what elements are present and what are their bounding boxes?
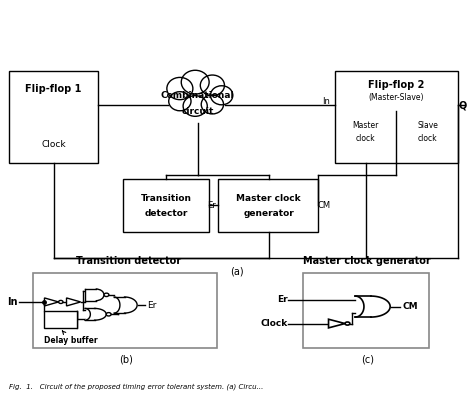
Circle shape	[59, 301, 63, 303]
Circle shape	[104, 293, 109, 297]
Circle shape	[345, 322, 350, 325]
Circle shape	[106, 312, 111, 316]
Text: In: In	[322, 97, 330, 106]
Text: clock: clock	[418, 134, 438, 143]
Bar	[123, 179, 209, 232]
Bar	[219, 179, 319, 232]
Bar	[44, 311, 77, 328]
Text: (a): (a)	[230, 267, 244, 277]
Polygon shape	[66, 298, 81, 306]
Polygon shape	[328, 319, 345, 328]
Text: Fig.  1.   Circuit of the proposed timing error tolerant system. (a) Circu...: Fig. 1. Circuit of the proposed timing e…	[9, 384, 264, 390]
Text: Master: Master	[353, 121, 379, 129]
Text: (Master-Slave): (Master-Slave)	[369, 93, 424, 102]
Bar	[85, 289, 96, 301]
Polygon shape	[355, 296, 390, 317]
Text: detector: detector	[145, 209, 188, 218]
Text: Transition: Transition	[141, 194, 192, 203]
Circle shape	[201, 75, 225, 96]
Circle shape	[201, 95, 224, 114]
Bar	[9, 71, 98, 163]
Text: generator: generator	[243, 209, 294, 218]
Text: CM: CM	[402, 302, 418, 311]
Bar	[335, 71, 457, 163]
Polygon shape	[114, 297, 137, 313]
Text: Clock: Clock	[260, 319, 287, 328]
Circle shape	[167, 77, 193, 100]
Text: Slave: Slave	[417, 121, 438, 129]
Text: (b): (b)	[119, 355, 133, 365]
Text: Combinational: Combinational	[161, 91, 234, 100]
Text: Er: Er	[277, 295, 287, 304]
Polygon shape	[85, 308, 106, 320]
Circle shape	[181, 70, 209, 94]
Text: Master clock generator: Master clock generator	[303, 256, 431, 266]
Text: Q: Q	[458, 100, 466, 110]
Circle shape	[210, 86, 233, 105]
Polygon shape	[45, 298, 59, 306]
Text: (c): (c)	[361, 355, 374, 365]
Text: Flip-flop 1: Flip-flop 1	[25, 84, 82, 94]
Circle shape	[183, 96, 207, 116]
Text: Master clock: Master clock	[236, 194, 301, 203]
Text: In: In	[8, 297, 18, 307]
Text: Clock: Clock	[41, 141, 66, 149]
Text: Transition detector: Transition detector	[76, 256, 181, 266]
Circle shape	[169, 92, 191, 111]
Text: CM: CM	[317, 201, 330, 210]
Bar	[303, 273, 429, 348]
Bar	[34, 273, 217, 348]
Text: circuit: circuit	[182, 107, 214, 116]
Text: Delay buffer: Delay buffer	[44, 331, 98, 345]
Text: Er: Er	[147, 301, 156, 310]
Text: Flip-flop 2: Flip-flop 2	[368, 79, 425, 90]
Text: Er: Er	[207, 201, 216, 210]
Text: clock: clock	[356, 134, 375, 143]
